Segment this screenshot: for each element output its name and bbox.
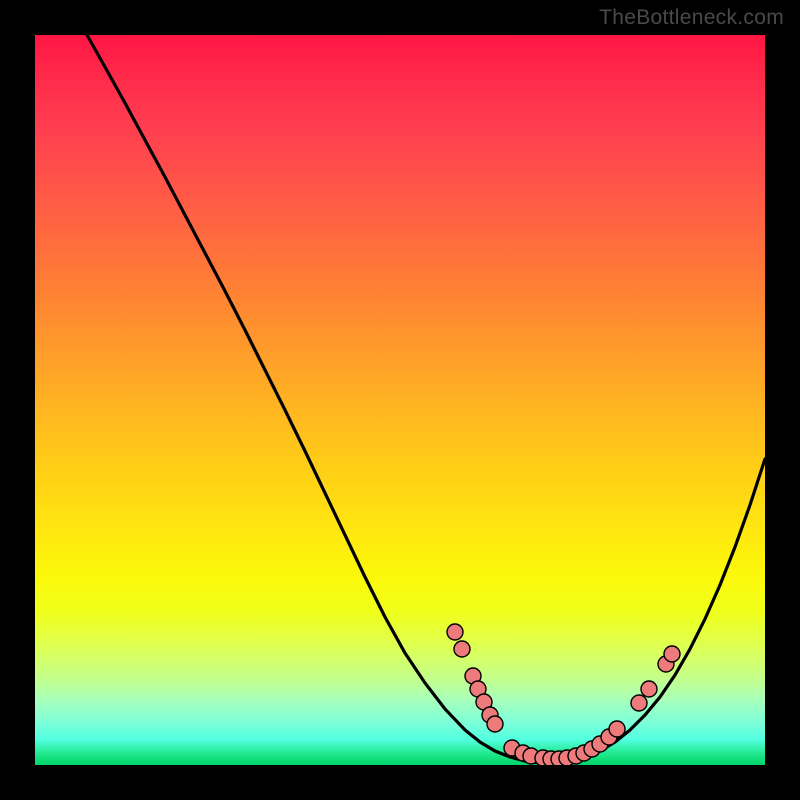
data-marker — [609, 721, 625, 737]
data-marker — [631, 695, 647, 711]
plot-area — [35, 35, 765, 765]
chart-svg — [35, 35, 765, 765]
data-marker — [641, 681, 657, 697]
bottleneck-curve — [87, 35, 765, 763]
watermark-text: TheBottleneck.com — [599, 6, 784, 30]
data-marker — [447, 624, 463, 640]
data-marker — [664, 646, 680, 662]
data-marker — [454, 641, 470, 657]
data-marker — [487, 716, 503, 732]
